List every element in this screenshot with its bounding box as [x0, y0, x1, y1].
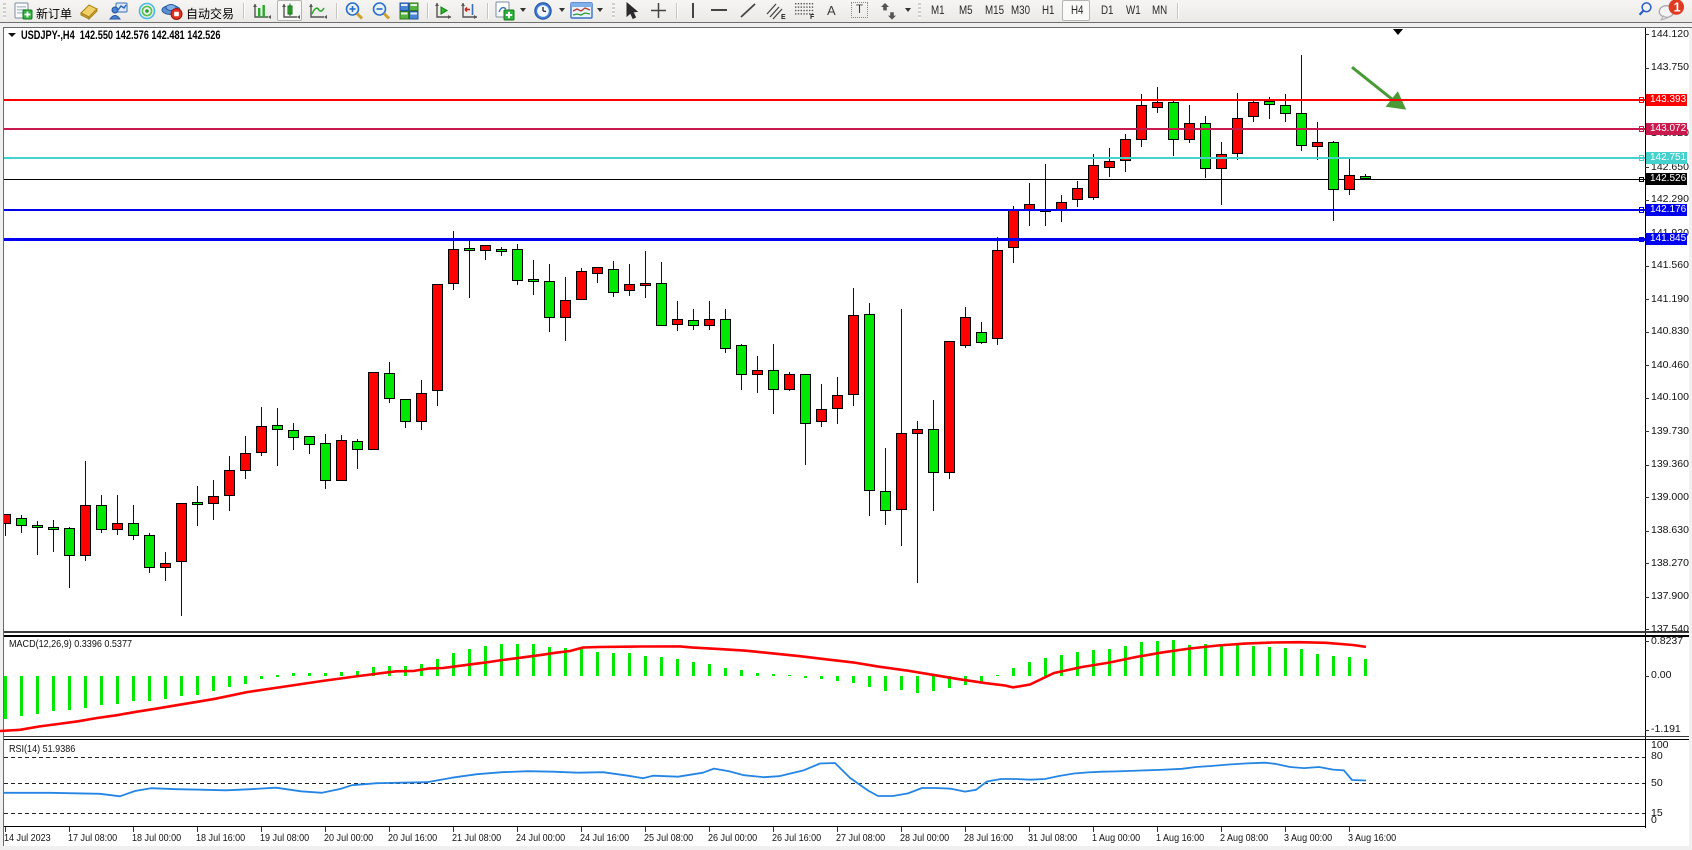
- svg-text:E: E: [781, 14, 786, 21]
- svg-text:F: F: [810, 14, 815, 21]
- svg-text:1: 1: [1674, 0, 1681, 14]
